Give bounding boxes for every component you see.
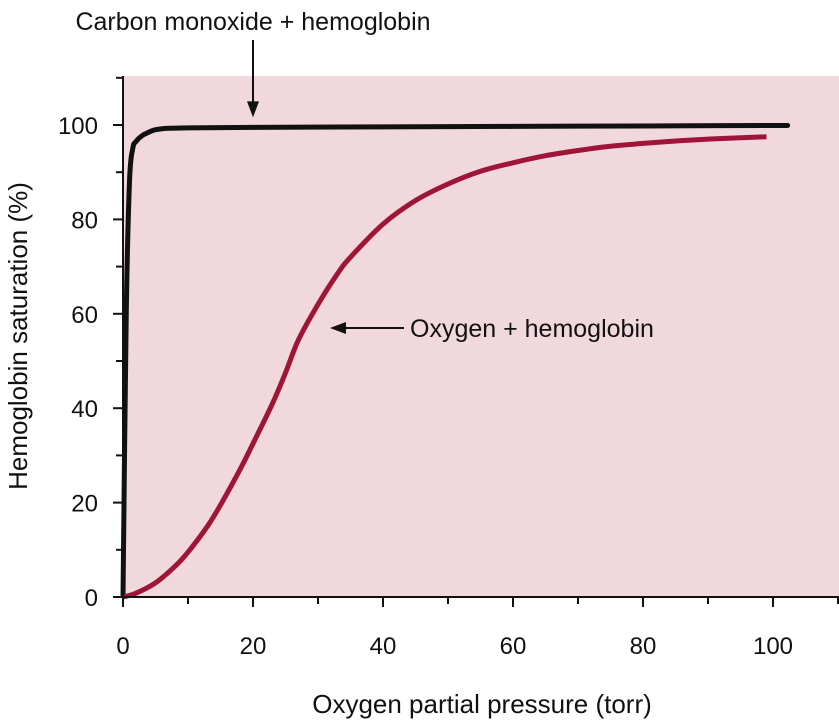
annotation-arrowhead-1 (330, 321, 346, 334)
series-layer (120, 122, 791, 600)
axes-layer (119, 76, 839, 601)
y-tick-label: 0 (85, 585, 98, 612)
y-tick-label: 40 (71, 396, 98, 423)
ticks-layer: 0 20 40 60 80 100 0 20 40 60 80 100 (58, 76, 839, 660)
x-tick-label: 40 (370, 633, 397, 660)
x-tick-label: 20 (240, 633, 267, 660)
series-line-1 (122, 134, 767, 600)
x-tick-label: 60 (500, 633, 527, 660)
plot-area (123, 76, 839, 597)
y-tick-label: 100 (58, 113, 98, 140)
y-tick-label: 80 (71, 207, 98, 234)
annotation-label-1: Oxygen + hemoglobin (410, 315, 654, 343)
x-axis-title: Oxygen partial pressure (torr) (312, 689, 652, 719)
y-tick-label: 60 (71, 302, 98, 329)
annotation-arrowhead-0 (247, 101, 259, 118)
x-tick-label: 0 (116, 633, 129, 660)
annotation-layer: Carbon monoxide + hemoglobin Oxygen + hem… (75, 8, 653, 343)
annotation-label-0: Carbon monoxide + hemoglobin (75, 8, 430, 36)
y-axis-title: Hemoglobin saturation (%) (3, 182, 33, 490)
series-line-0 (120, 122, 791, 598)
x-tick-label: 80 (630, 633, 657, 660)
y-tick-label: 20 (71, 491, 98, 518)
x-tick-label: 100 (753, 633, 793, 660)
